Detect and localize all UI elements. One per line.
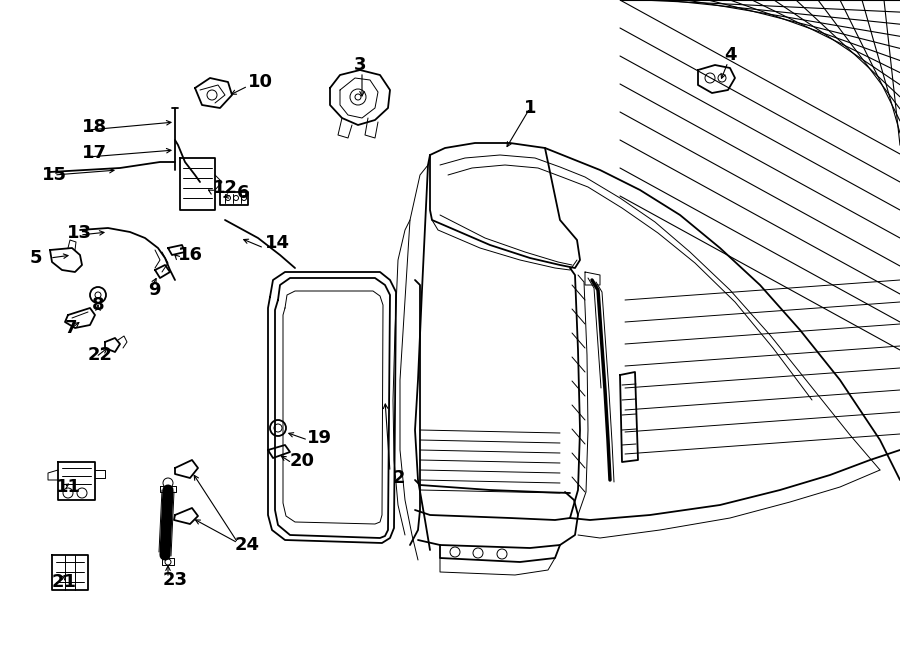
- Text: 14: 14: [265, 234, 290, 252]
- Text: 23: 23: [163, 571, 188, 589]
- Text: 12: 12: [213, 179, 238, 197]
- Text: 22: 22: [88, 346, 113, 364]
- Text: 18: 18: [82, 118, 107, 136]
- Text: 21: 21: [52, 573, 77, 591]
- Text: 15: 15: [42, 166, 67, 184]
- Text: 10: 10: [248, 73, 273, 91]
- Text: 3: 3: [354, 56, 366, 74]
- Text: 1: 1: [524, 99, 536, 117]
- Text: 11: 11: [56, 478, 81, 496]
- Text: 4: 4: [724, 46, 736, 64]
- Text: 7: 7: [65, 319, 77, 337]
- Text: 16: 16: [178, 246, 203, 264]
- Text: 20: 20: [290, 452, 315, 470]
- Text: 5: 5: [30, 249, 42, 267]
- Text: 6: 6: [237, 184, 249, 202]
- Text: 13: 13: [67, 224, 92, 242]
- Text: 19: 19: [307, 429, 332, 447]
- Text: 8: 8: [92, 296, 104, 314]
- Text: 9: 9: [148, 281, 160, 299]
- Text: 2: 2: [393, 469, 406, 487]
- Text: 17: 17: [82, 144, 107, 162]
- Text: 24: 24: [235, 536, 260, 554]
